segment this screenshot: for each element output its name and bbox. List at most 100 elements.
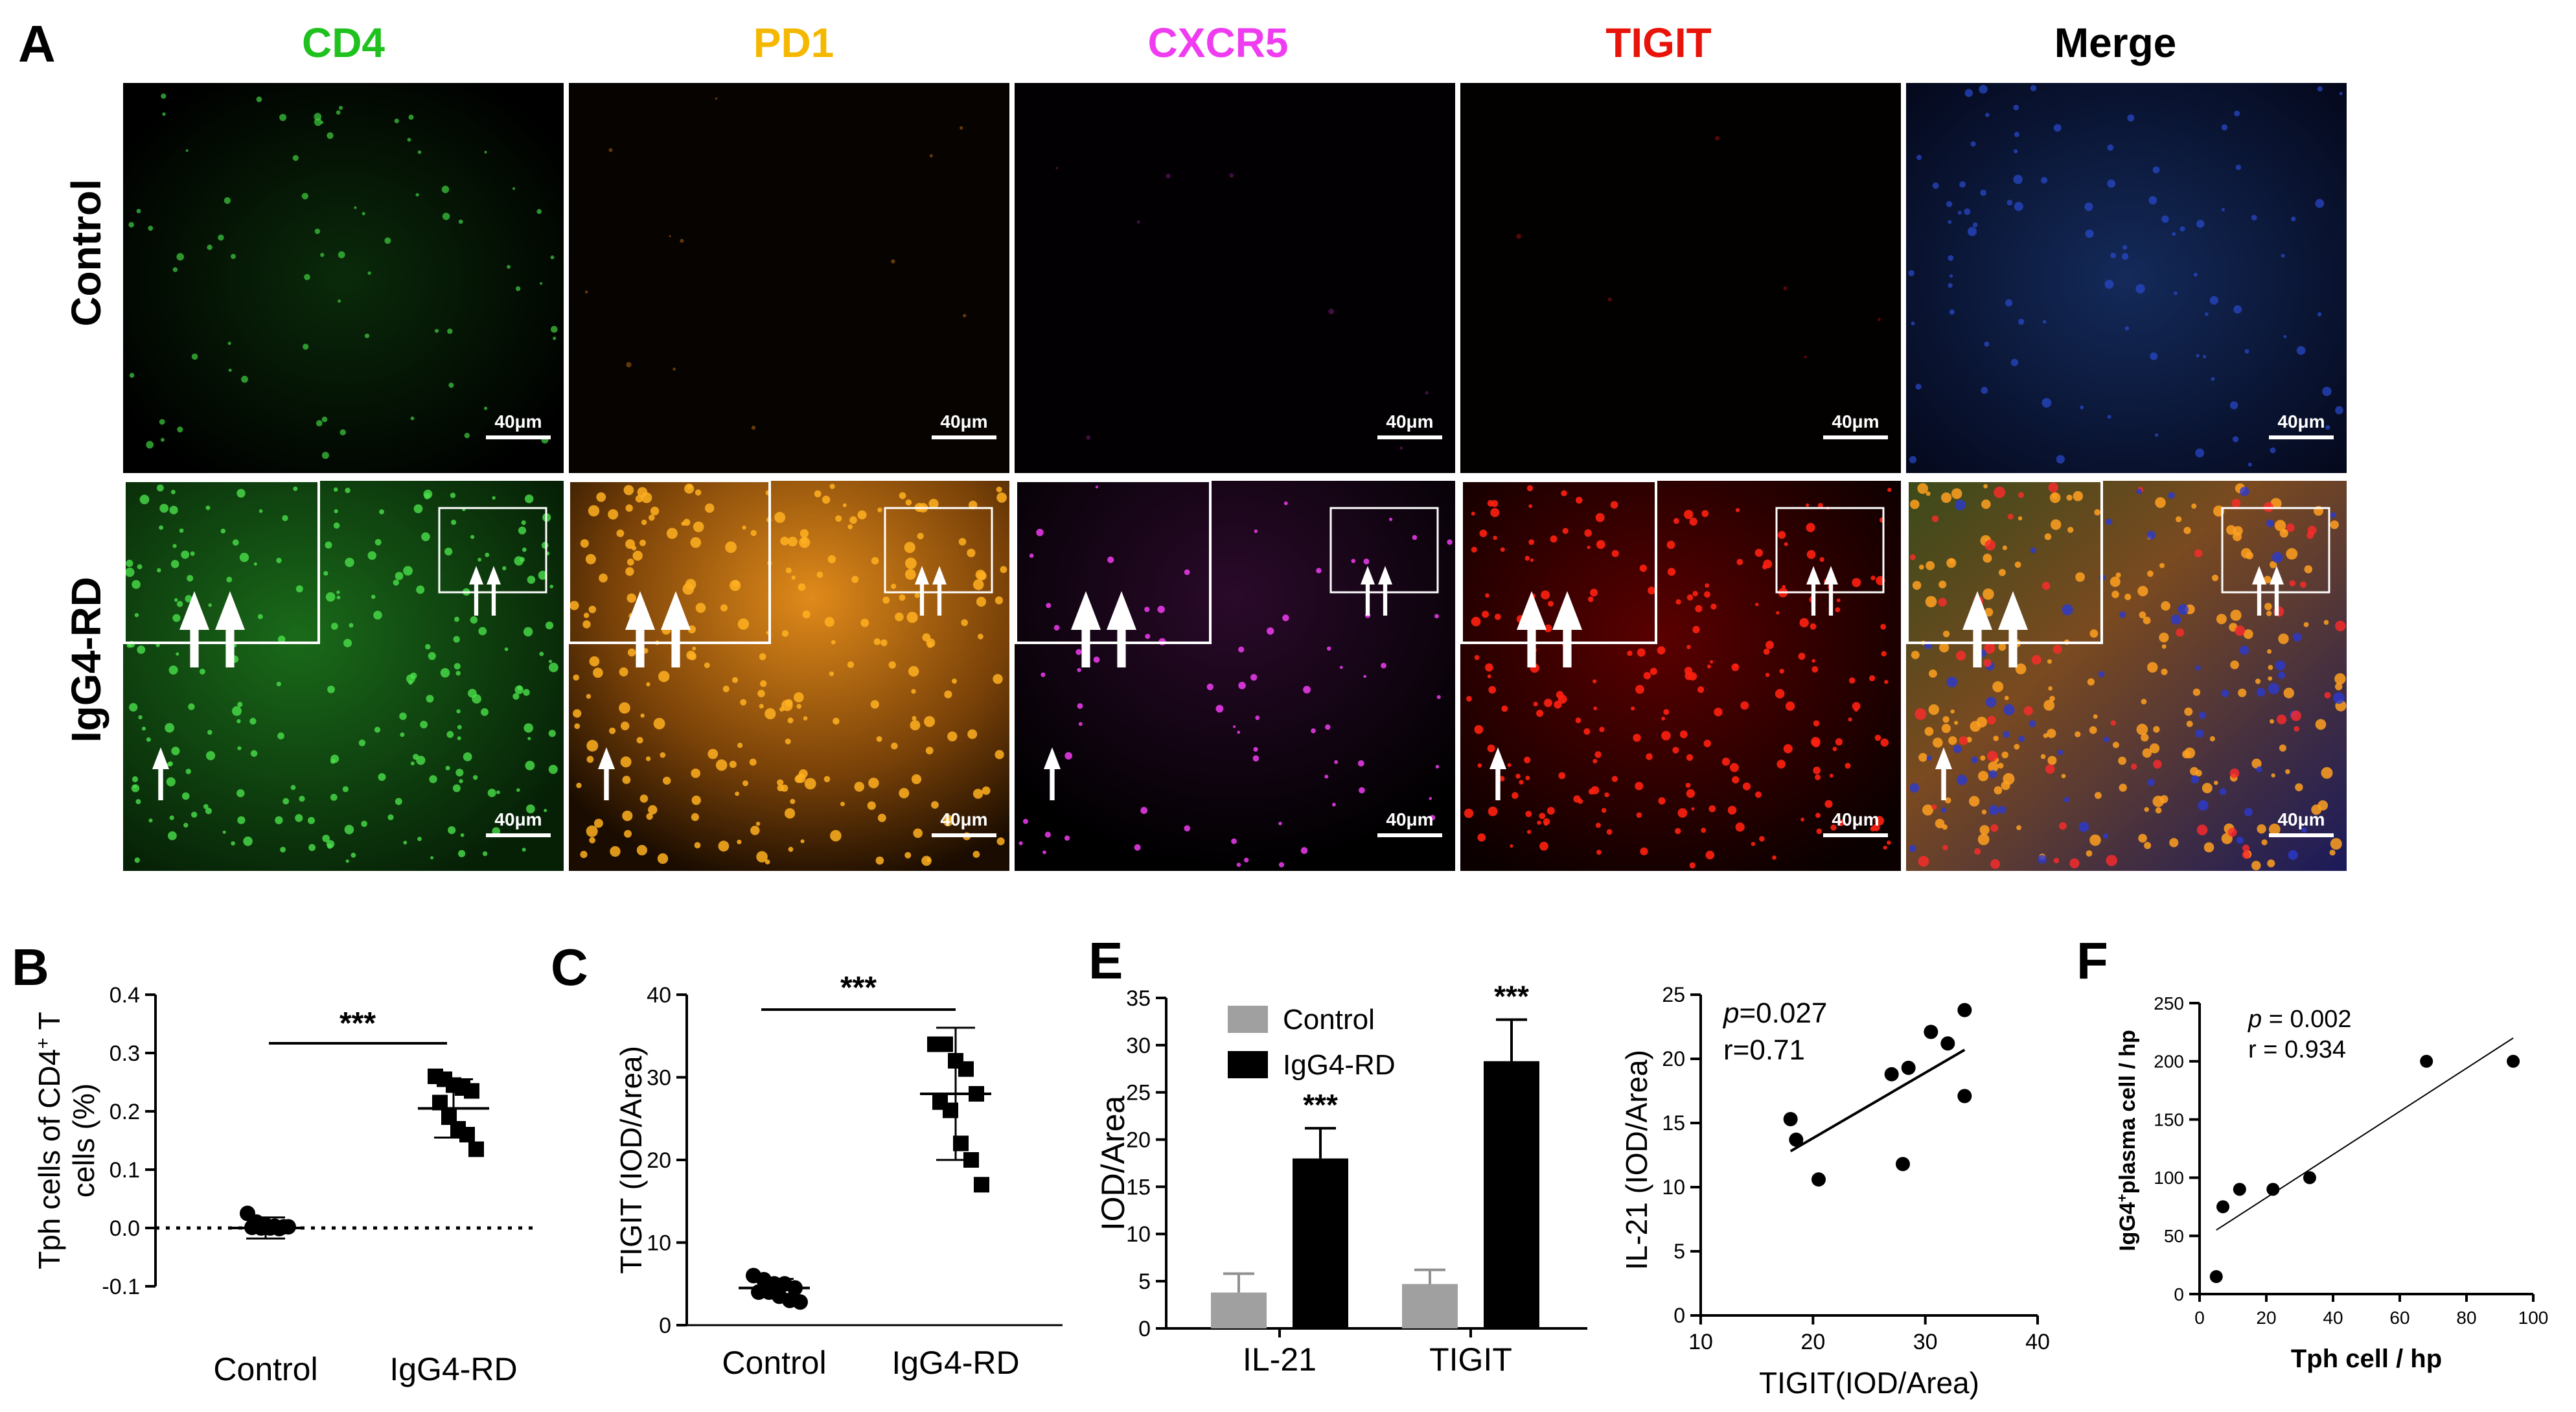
cell-speckle [1351, 559, 1356, 563]
cell-speckle [860, 618, 869, 627]
cell-speckle [1650, 667, 1657, 675]
scale-bar [1377, 435, 1442, 439]
cell-speckle [958, 538, 967, 546]
cell-speckle [1254, 529, 1258, 533]
cell-speckle [1324, 774, 1329, 779]
tile-igg4rd-cd4 [123, 481, 564, 871]
cell-speckle [1466, 695, 1472, 702]
cell-speckle [1499, 776, 1505, 781]
cell-speckle [1325, 724, 1331, 730]
cell-speckle [1811, 659, 1815, 663]
cell-speckle [1939, 642, 1949, 653]
cell-speckle [206, 751, 216, 761]
cell-speckle [536, 209, 542, 214]
cell-speckle [362, 212, 365, 216]
cell-speckle [619, 702, 630, 714]
cell-speckle [1782, 584, 1786, 589]
inset-frame [568, 480, 771, 644]
cell-speckle [1887, 487, 1892, 492]
cell-speckle [2138, 833, 2147, 843]
cell-speckle [1754, 548, 1763, 557]
arrow-head [215, 591, 245, 630]
cell-speckle [460, 833, 465, 837]
cell-speckle [1519, 780, 1524, 785]
cell-speckle [429, 775, 437, 783]
y-tick-label: 250 [2154, 993, 2184, 1013]
cell-speckle [1922, 804, 1933, 816]
cell-speckle [785, 808, 796, 819]
cell-speckle [1136, 220, 1140, 224]
cell-speckle [430, 856, 434, 860]
cell-speckle [1578, 798, 1583, 804]
cell-speckle [308, 844, 316, 851]
cell-speckle [342, 786, 349, 793]
x-tick-label: 30 [1913, 1330, 1938, 1354]
cell-speckle [2078, 822, 2089, 833]
cell-speckle [2010, 358, 2019, 367]
cell-speckle [1686, 594, 1694, 601]
cell-speckle [2330, 838, 2342, 850]
cell-speckle [2018, 318, 2025, 325]
y-axis-title-part: Tph cells of CD4 [32, 1049, 66, 1269]
cell-speckle [548, 660, 553, 664]
cell-speckle [2111, 590, 2119, 599]
cell-speckle [228, 368, 232, 372]
scale-bar [932, 833, 996, 837]
cell-speckle [448, 826, 456, 835]
cell-speckle [1972, 222, 1978, 227]
cell-speckle [2285, 769, 2290, 774]
cell-speckle [1491, 500, 1499, 507]
cell-speckle [176, 652, 179, 656]
cell-speckle [1701, 828, 1707, 833]
cell-speckle [232, 539, 239, 546]
cell-speckle [551, 325, 558, 333]
cell-speckle [1485, 593, 1489, 598]
cell-speckle [777, 784, 784, 792]
cell-speckle [155, 643, 160, 647]
cell-speckle [585, 553, 596, 564]
cell-speckle [1845, 763, 1851, 769]
cell-speckle [1064, 835, 1070, 841]
cell-speckle [2061, 774, 2066, 778]
data-point [1940, 1036, 1955, 1051]
cell-speckle [425, 643, 431, 650]
cell-speckle [2281, 253, 2285, 258]
cell-speckle [1778, 531, 1786, 539]
y-tick-label: 30 [647, 1065, 671, 1090]
cell-speckle [338, 299, 341, 303]
cell-speckle [253, 562, 257, 566]
cell-speckle [2226, 525, 2237, 535]
cell-speckle [455, 769, 464, 777]
cell-speckle [2286, 548, 2298, 560]
x-category-label: IL-21 [1243, 1341, 1317, 1378]
cell-speckle [162, 112, 166, 116]
cell-speckle [2295, 783, 2303, 792]
arrow-head [1361, 566, 1375, 584]
cell-speckle [135, 799, 141, 805]
cell-speckle [458, 850, 466, 857]
cell-speckle [2152, 166, 2160, 174]
cell-speckle [1044, 831, 1051, 838]
cell-speckle [742, 525, 746, 530]
cell-speckle [134, 857, 140, 863]
cell-speckle [2230, 660, 2239, 669]
cell-speckle [2209, 295, 2218, 305]
cell-speckle [1988, 770, 1997, 778]
cell-speckle [899, 492, 906, 500]
arrow-head [179, 591, 209, 630]
cell-speckle [1832, 747, 1837, 752]
cell-speckle [2268, 665, 2273, 670]
cell-speckle [608, 148, 613, 152]
cell-speckle [522, 848, 526, 852]
cell-speckle [2104, 279, 2114, 289]
arrow-shaft [1811, 583, 1816, 616]
cell-speckle [691, 795, 701, 805]
cell-speckle [2023, 706, 2033, 715]
cell-speckle [512, 693, 520, 700]
y-tick-label: 25 [1662, 983, 1685, 1006]
y-tick-label: 200 [2154, 1052, 2184, 1072]
scale-bar-label: 40μm [2277, 411, 2325, 432]
cell-speckle [512, 187, 516, 191]
cell-speckle [1639, 564, 1647, 572]
cell-speckle [1023, 818, 1028, 824]
